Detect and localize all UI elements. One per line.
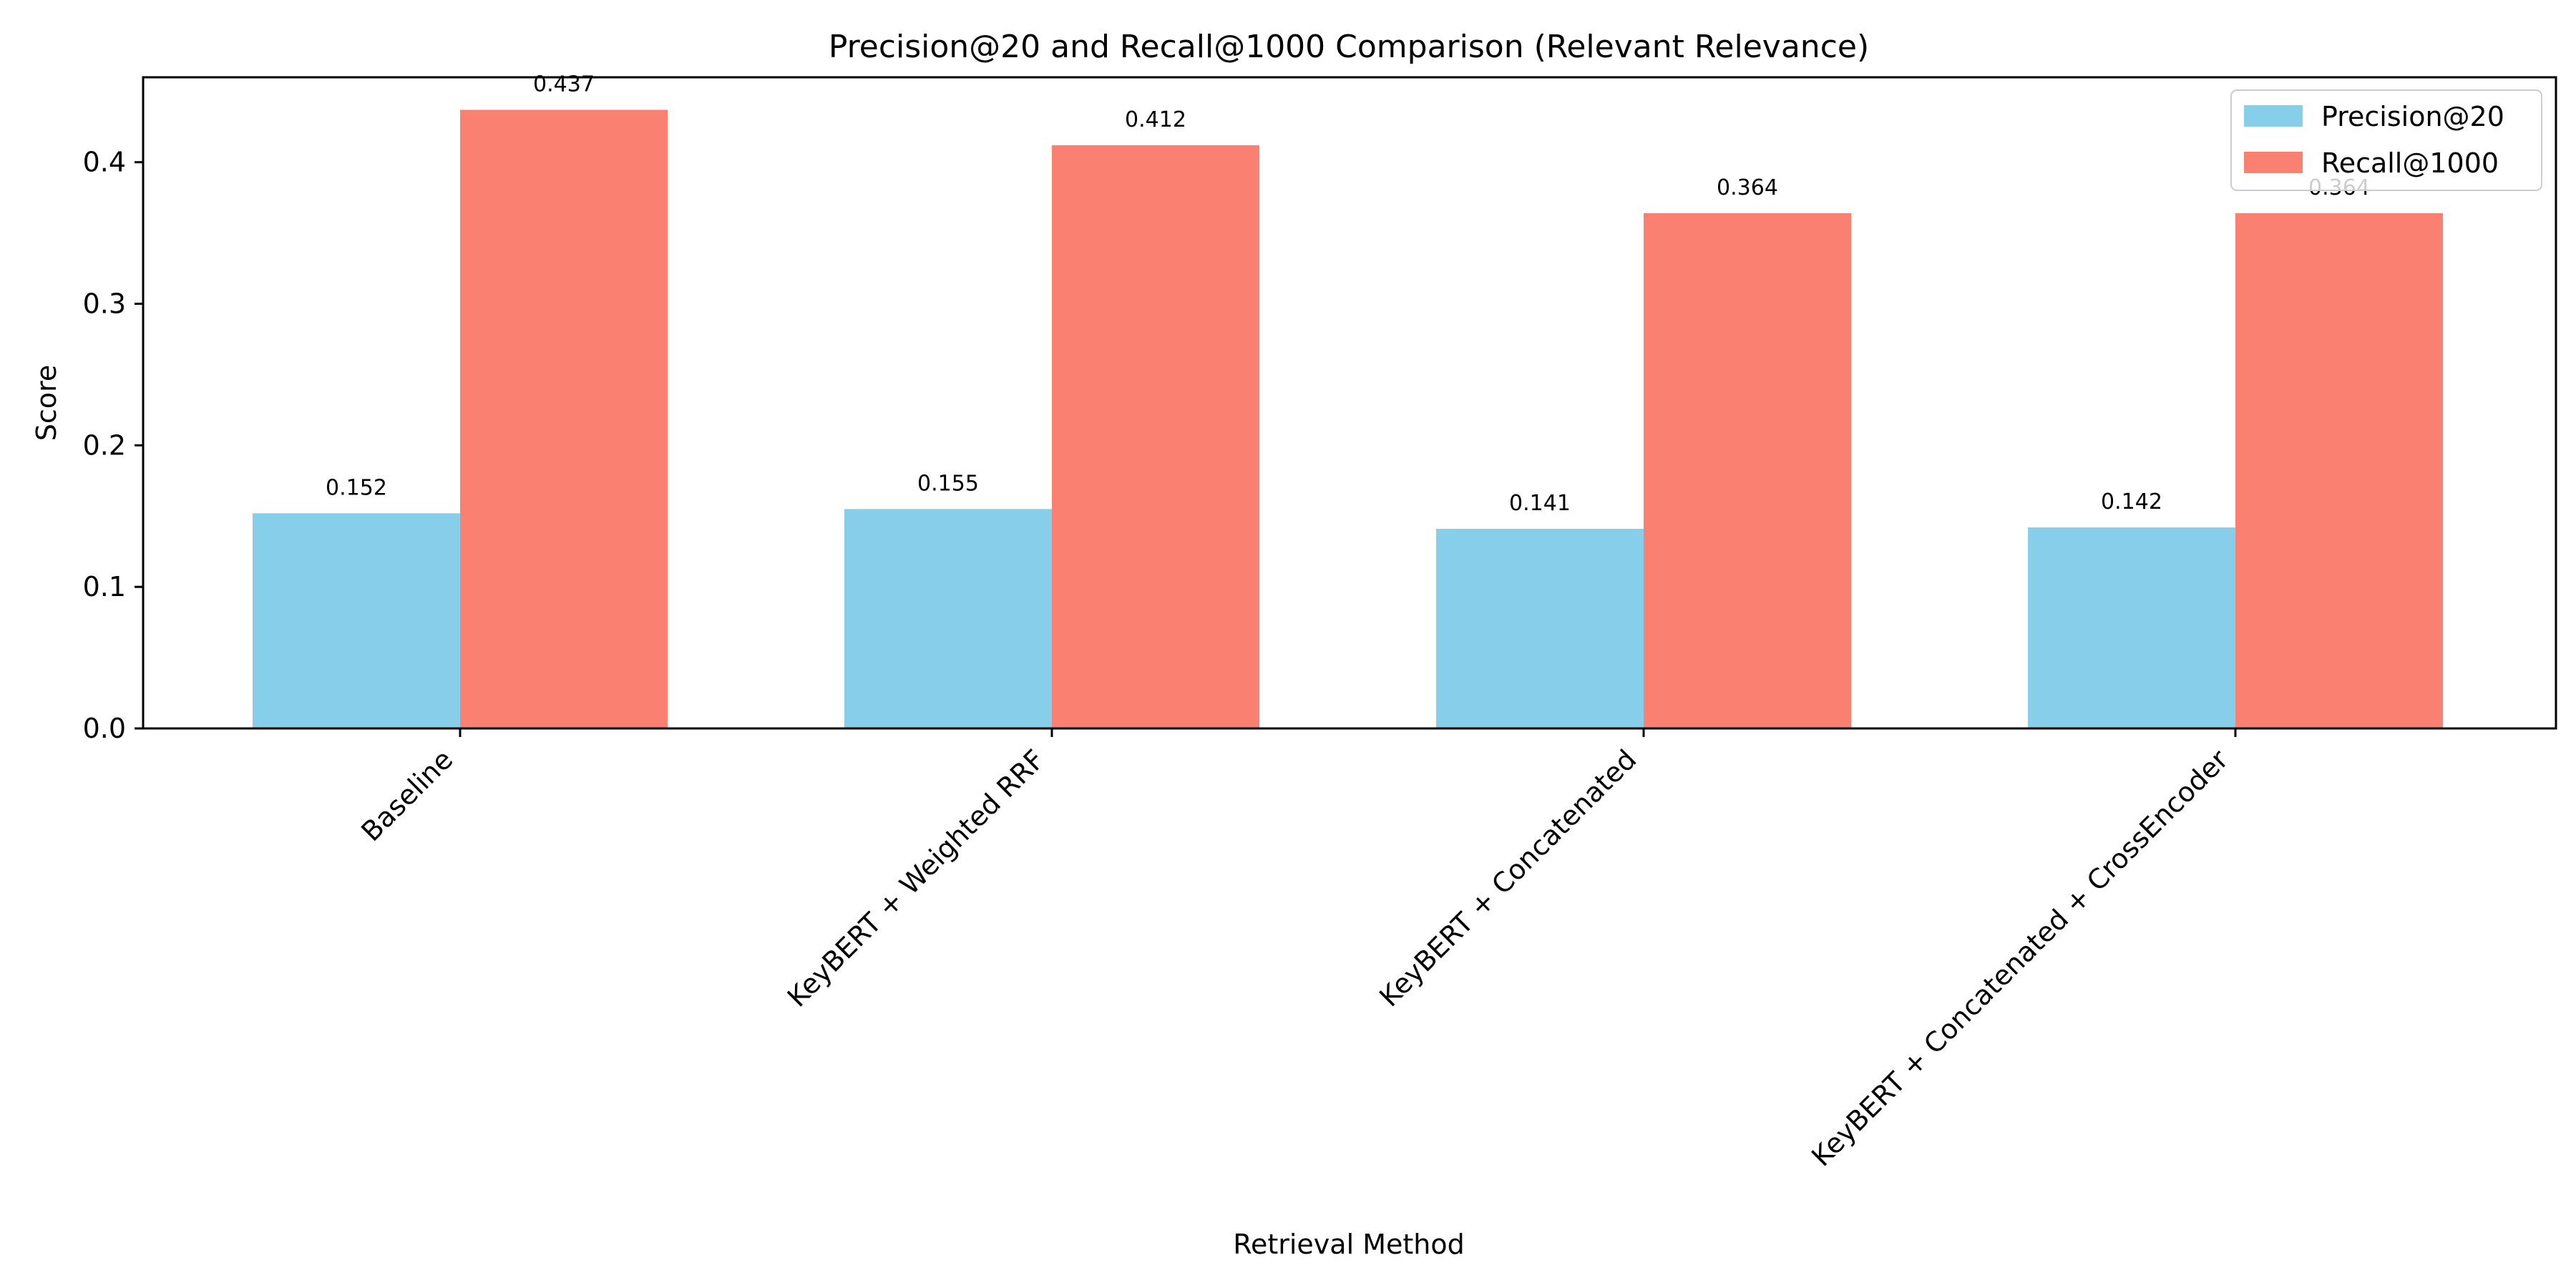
bar-recall-2	[1644, 213, 1851, 728]
legend-frame	[2230, 89, 2542, 191]
bar-precision-3	[2028, 527, 2235, 728]
legend: Precision@20 Recall@1000	[2230, 89, 2542, 191]
y-tick-label-4: 0.4	[83, 147, 126, 178]
legend-label-precision: Precision@20	[2321, 101, 2504, 132]
legend-swatch-precision	[2244, 105, 2303, 127]
bar-precision-2	[1436, 529, 1644, 728]
bars-layer	[253, 109, 2443, 728]
plot-frame	[142, 76, 2557, 730]
legend-label-recall: Recall@1000	[2321, 147, 2499, 179]
x-axis-label: Retrieval Method	[1233, 1229, 1464, 1260]
y-tick-label-2: 0.2	[83, 429, 126, 461]
bar-recall-3	[2235, 213, 2443, 728]
bar-precision-0	[253, 513, 460, 728]
data-label-precision-3: 0.142	[2101, 489, 2162, 514]
data-label-precision-0: 0.152	[326, 475, 387, 500]
y-tick-label-3: 0.3	[83, 288, 126, 320]
y-axis: 0.0 0.1 0.2 0.3 0.4	[83, 147, 143, 744]
data-label-precision-2: 0.141	[1509, 491, 1571, 516]
chart-title: Precision@20 and Recall@1000 Comparison …	[829, 29, 1869, 65]
data-label-recall-0: 0.437	[533, 72, 595, 97]
y-axis-label: Score	[31, 365, 62, 441]
bar-recall-1	[1052, 145, 1259, 728]
y-tick-label-1: 0.1	[83, 571, 126, 602]
data-label-recall-1: 0.412	[1125, 107, 1186, 132]
legend-swatch-recall	[2244, 152, 2303, 173]
bar-recall-0	[460, 109, 668, 728]
bar-precision-1	[844, 509, 1052, 728]
data-label-recall-2: 0.364	[1717, 175, 1778, 200]
data-label-precision-1: 0.155	[917, 471, 979, 496]
y-tick-label-0: 0.0	[83, 713, 126, 744]
